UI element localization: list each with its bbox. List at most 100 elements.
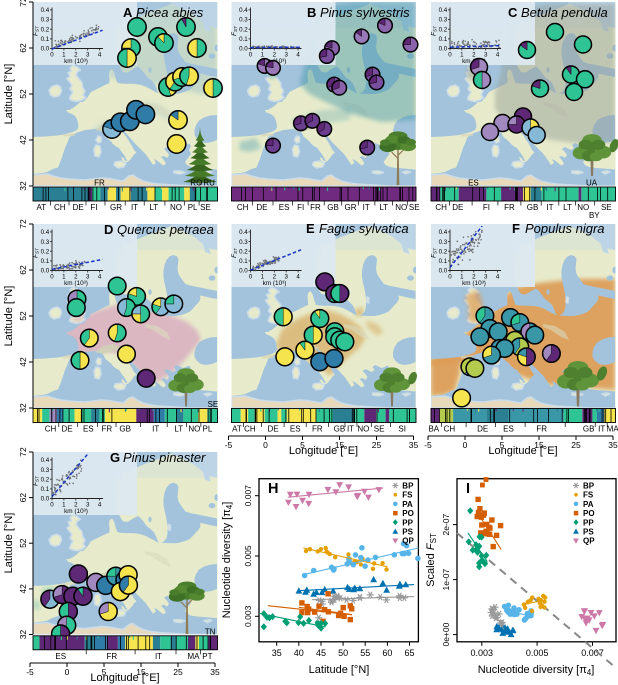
svg-text:NO: NO [395,203,407,212]
svg-text:0.3: 0.3 [41,467,50,474]
svg-text:0.2: 0.2 [41,476,50,483]
svg-text:65: 65 [404,648,414,658]
svg-text:Nucleotide diversity [π4]: Nucleotide diversity [π4] [221,502,234,619]
svg-text:GB: GB [327,203,339,212]
svg-text:PL: PL [203,425,213,434]
svg-text:km (10³): km (10³) [64,58,88,65]
svg-text:PL: PL [188,203,198,212]
svg-text:0.4: 0.4 [439,229,448,236]
svg-text:3: 3 [86,52,90,59]
svg-text:SE: SE [374,425,385,434]
svg-text:D: D [104,222,113,237]
svg-text:0.005: 0.005 [243,545,253,567]
svg-text:0.3: 0.3 [239,17,248,24]
svg-text:0.4: 0.4 [41,7,50,14]
svg-text:PO: PO [583,509,595,518]
svg-text:25: 25 [571,440,581,450]
svg-text:4: 4 [296,274,300,281]
svg-text:52: 52 [18,538,28,548]
svg-text:FST: FST [231,247,238,258]
svg-text:SE: SE [409,203,420,212]
svg-text:IT: IT [598,425,605,434]
svg-text:FR: FR [504,203,515,212]
svg-text:2e-07: 2e-07 [441,513,451,535]
svg-text:62: 62 [18,493,28,503]
svg-text:FST: FST [431,247,438,258]
svg-text:72: 72 [18,219,28,229]
svg-text:4: 4 [496,52,500,59]
svg-text:72: 72 [18,0,28,7]
svg-text:FS: FS [402,491,413,500]
svg-text:15: 15 [534,440,544,450]
svg-text:LT: LT [379,203,388,212]
svg-text:32: 32 [18,181,28,191]
svg-text:PA: PA [583,500,594,509]
svg-text:3: 3 [86,274,90,281]
svg-text:Fagus sylvatica: Fagus sylvatica [319,221,409,236]
svg-text:E: E [306,221,315,236]
svg-text:NO: NO [577,203,589,212]
svg-text:FR: FR [106,652,117,661]
svg-text:Picea abies: Picea abies [136,5,204,20]
svg-text:0.2: 0.2 [439,26,448,33]
svg-text:ES: ES [290,425,301,434]
svg-text:1: 1 [62,274,66,281]
svg-text:0.007: 0.007 [243,485,253,507]
svg-text:4: 4 [98,52,102,59]
svg-text:0: 0 [50,502,54,509]
svg-text:0: 0 [249,52,253,59]
svg-text:40: 40 [294,648,304,658]
svg-text:0.1: 0.1 [439,36,448,43]
svg-text:62: 62 [18,265,28,275]
svg-text:NO: NO [170,203,182,212]
svg-text:FS: FS [583,491,594,500]
svg-text:GB: GB [119,425,131,434]
svg-text:0.003: 0.003 [471,648,494,658]
svg-text:0.007: 0.007 [581,648,604,658]
svg-text:0.2: 0.2 [41,26,50,33]
svg-text:42: 42 [18,135,28,145]
svg-text:0: 0 [50,274,54,281]
svg-text:52: 52 [18,89,28,99]
svg-text:QP: QP [583,537,595,546]
svg-text:0.003: 0.003 [243,605,253,627]
svg-text:FI: FI [483,203,490,212]
svg-text:PP: PP [402,518,413,527]
svg-text:AT: AT [36,203,46,212]
svg-text:0.4: 0.4 [41,457,50,464]
svg-text:BP: BP [402,482,414,491]
svg-text:FI: FI [297,203,304,212]
svg-text:PO: PO [402,509,414,518]
svg-text:BY: BY [589,211,600,220]
svg-text:Longitude [°E]: Longitude [°E] [289,445,358,457]
svg-text:0: 0 [448,52,452,59]
svg-text:Betula pendula: Betula pendula [521,5,608,20]
svg-text:C: C [508,5,518,20]
svg-text:ES: ES [468,179,479,188]
svg-text:35: 35 [409,440,419,450]
svg-text:CH: CH [244,425,256,434]
svg-text:F: F [512,221,520,236]
svg-text:RO: RO [190,179,202,188]
svg-text:GR: GR [345,203,357,212]
svg-text:BA: BA [428,425,439,434]
svg-text:0.0: 0.0 [41,496,50,503]
svg-text:ES: ES [503,425,514,434]
svg-text:LT: LT [174,425,183,434]
svg-text:DE: DE [62,425,73,434]
svg-text:FR: FR [536,425,547,434]
svg-text:1: 1 [261,274,265,281]
svg-text:3: 3 [86,502,90,509]
svg-text:Pinus pinaster: Pinus pinaster [123,450,206,465]
svg-text:FR: FR [94,179,105,188]
svg-text:0.0: 0.0 [439,268,448,275]
svg-text:UA: UA [586,179,598,188]
svg-text:IT: IT [363,203,370,212]
svg-text:CH: CH [54,203,66,212]
svg-text:Quercus petraea: Quercus petraea [117,222,214,237]
svg-text:DE: DE [267,425,278,434]
svg-text:CH: CH [237,203,249,212]
svg-text:G: G [110,450,120,465]
svg-text:km (10³): km (10³) [263,280,287,287]
svg-text:4: 4 [296,52,300,59]
